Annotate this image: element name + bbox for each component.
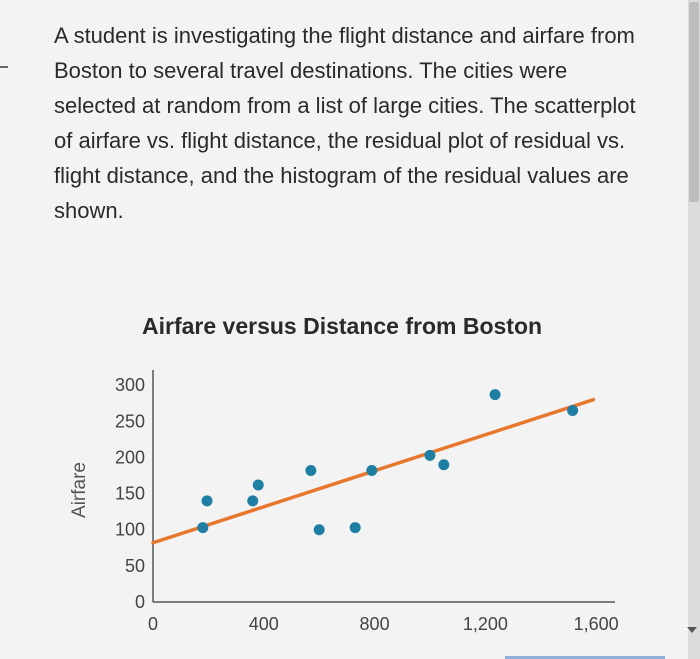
y-tick-label: 150 [115, 484, 145, 504]
data-point [424, 449, 436, 461]
data-point [305, 464, 317, 476]
data-point [247, 495, 259, 507]
chart-title: Airfare versus Distance from Boston [142, 313, 543, 339]
data-point [489, 389, 501, 401]
x-tick-label: 1,200 [463, 614, 508, 634]
data-point [366, 464, 378, 476]
y-axis-label: Airfare [69, 462, 90, 518]
data-point [201, 495, 213, 507]
data-point [438, 459, 450, 471]
y-tick-label: 0 [135, 592, 145, 612]
x-tick-label: 400 [249, 614, 279, 634]
scrollbar-thumb[interactable] [689, 2, 699, 202]
y-tick-labels: 0 50 100 150 200 250 300 [115, 375, 145, 612]
data-point [197, 522, 209, 534]
scroll-down-arrow-icon[interactable] [687, 627, 697, 633]
y-tick-label: 250 [115, 411, 145, 431]
data-point [567, 405, 579, 417]
data-point [252, 479, 264, 491]
data-point [313, 524, 325, 536]
left-edge-mark [0, 66, 8, 68]
data-point [349, 522, 361, 534]
y-tick-label: 200 [115, 447, 145, 467]
y-tick-label: 100 [115, 520, 145, 540]
data-points [197, 389, 579, 536]
x-tick-labels: 0 400 800 1,200 1,600 [148, 614, 619, 634]
chart-axes [152, 370, 615, 603]
problem-text: A student is investigating the flight di… [54, 23, 636, 223]
x-tick-label: 0 [148, 614, 158, 634]
x-tick-label: 800 [360, 614, 390, 634]
scrollbar[interactable] [687, 0, 700, 659]
x-tick-label: 1,600 [574, 614, 619, 634]
y-tick-label: 50 [125, 556, 145, 576]
y-tick-label: 300 [115, 375, 145, 395]
bottom-input-edge [505, 656, 665, 659]
